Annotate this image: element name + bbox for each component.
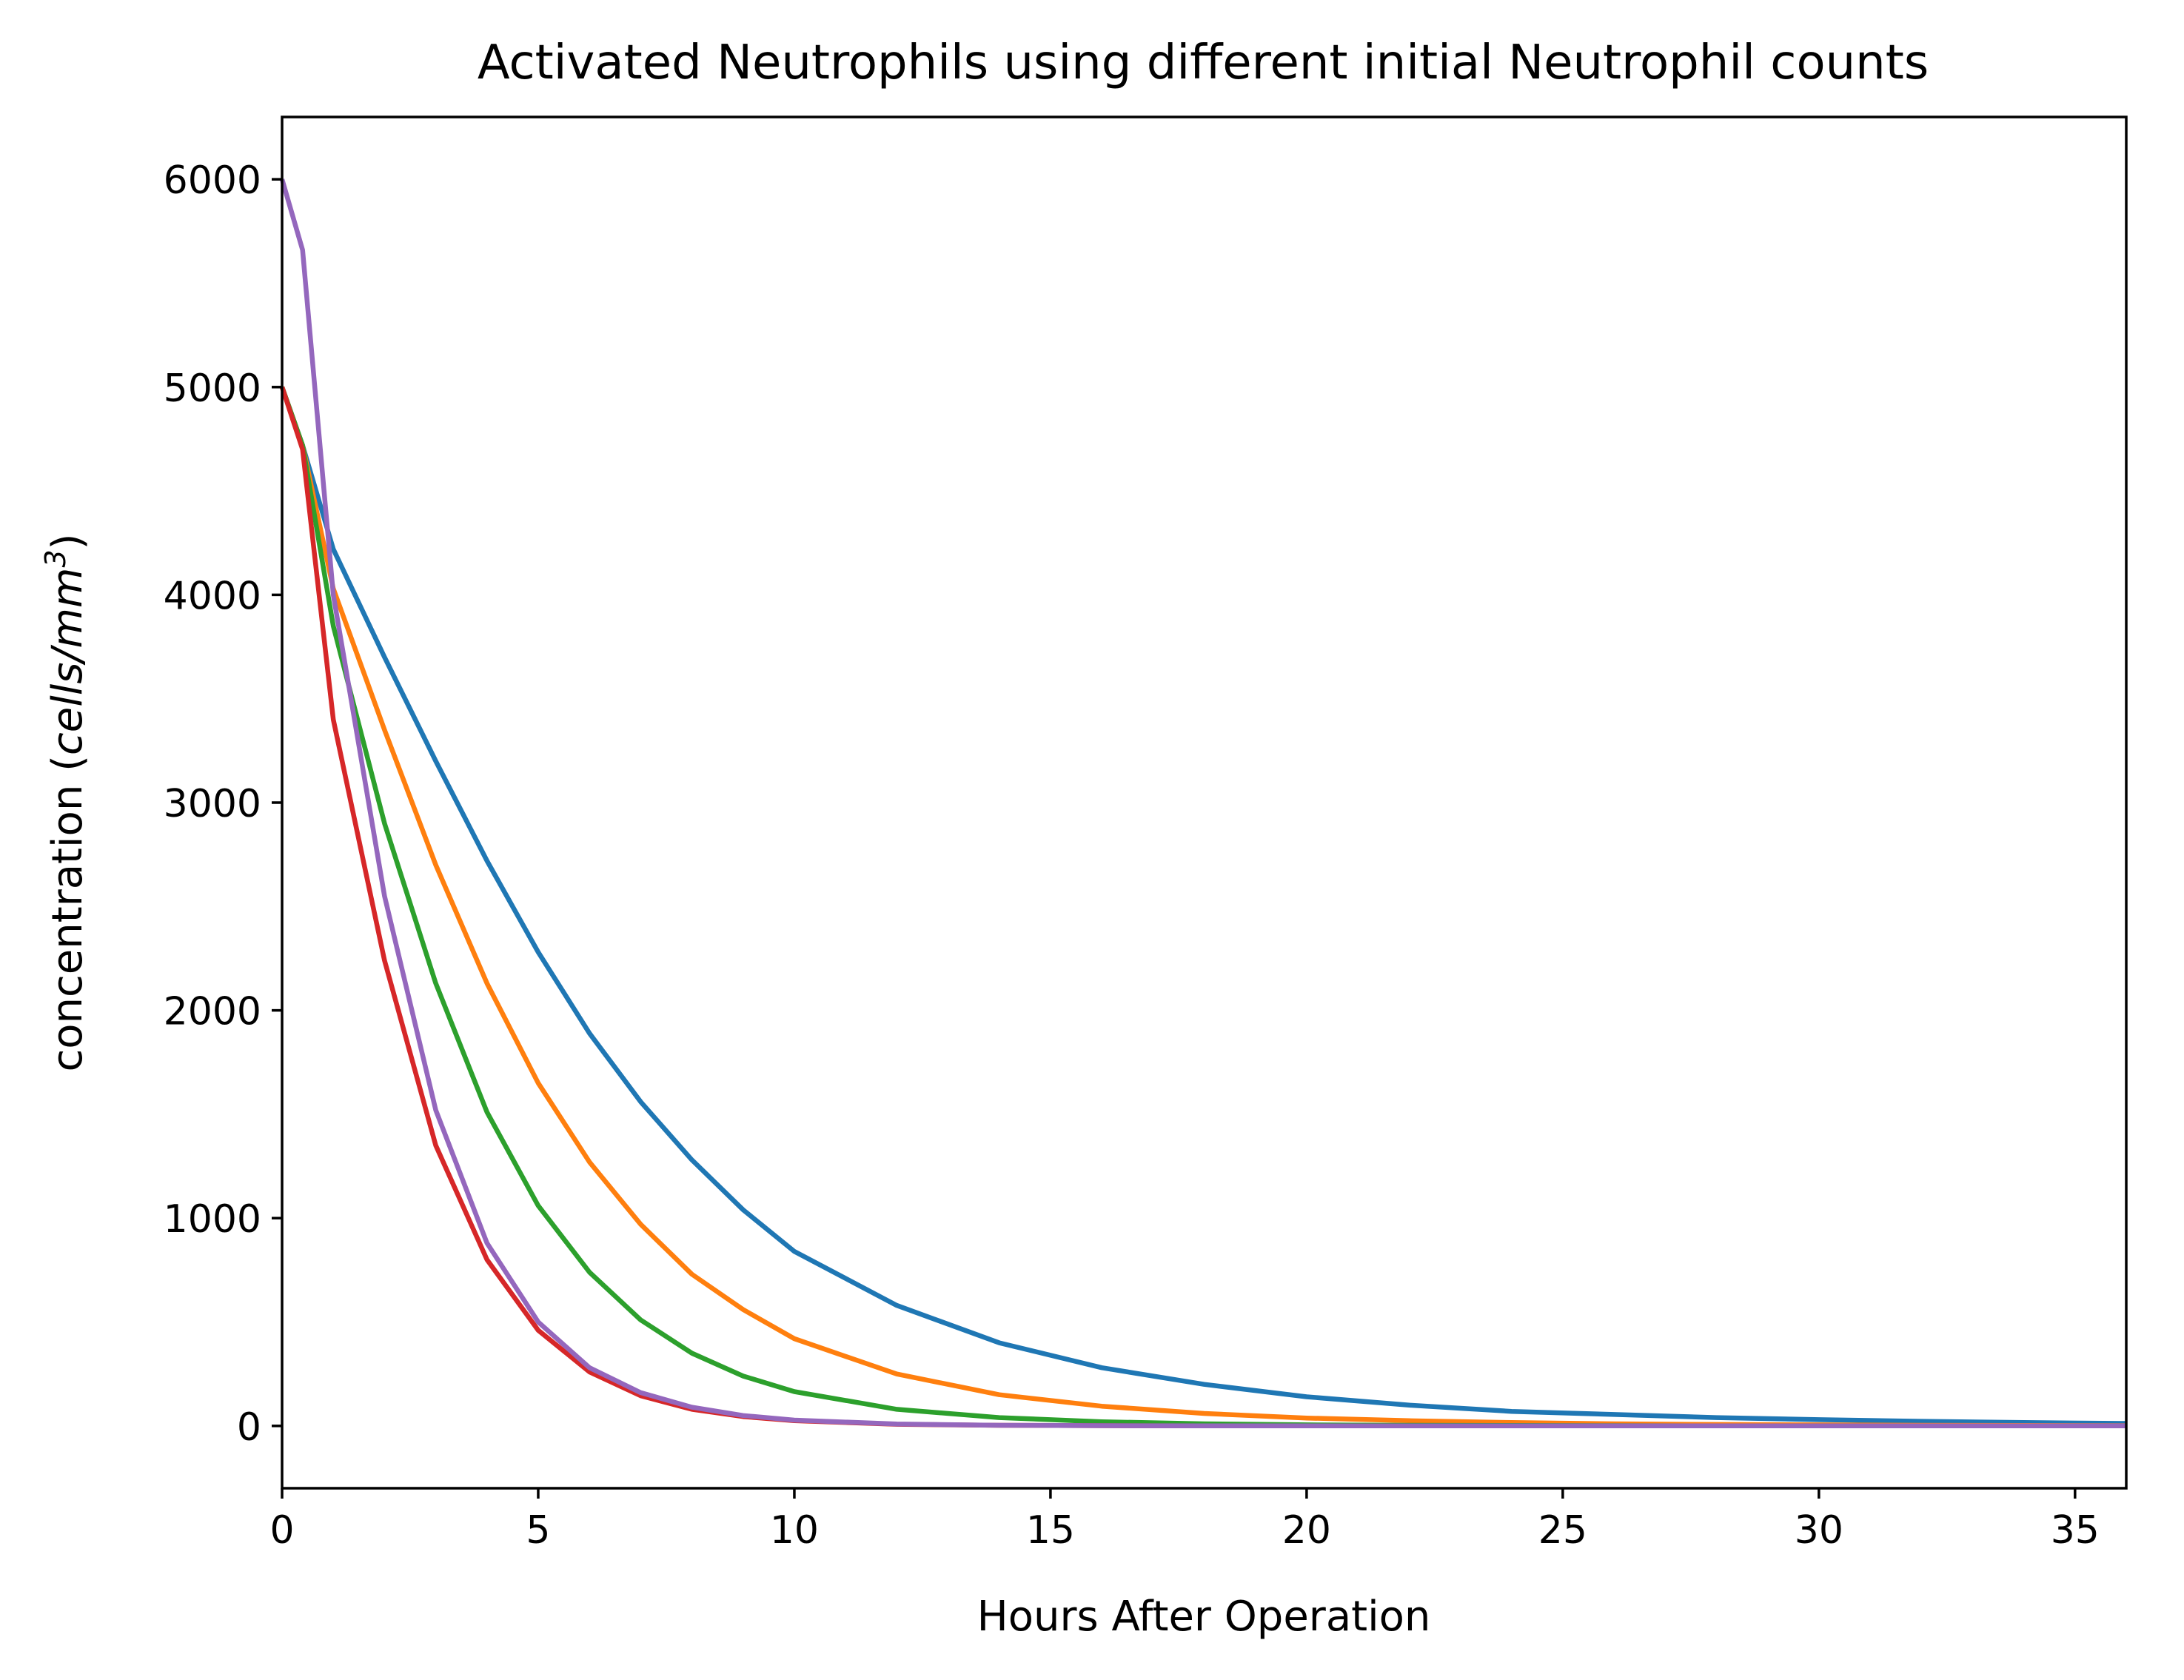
y-axis: 0 1000 2000 3000 4000 5000 6000 bbox=[164, 158, 282, 1450]
y-tick-label: 3000 bbox=[164, 782, 261, 826]
x-tick-label: 20 bbox=[1282, 1508, 1331, 1553]
series-layer bbox=[279, 178, 2127, 1429]
chart-title: Activated Neutrophils using different in… bbox=[478, 36, 1929, 90]
x-axis-label: Hours After Operation bbox=[977, 1593, 1431, 1641]
x-tick-label: 35 bbox=[2051, 1508, 2100, 1553]
x-tick-label: 15 bbox=[1026, 1508, 1075, 1553]
y-axis-label-prefix: concentration ( bbox=[44, 755, 92, 1072]
x-tick-label: 10 bbox=[770, 1508, 819, 1553]
y-axis-label: concentration (cells/mm3) bbox=[39, 533, 92, 1071]
y-tick-label: 4000 bbox=[164, 574, 261, 618]
x-tick-label: 30 bbox=[1795, 1508, 1843, 1553]
y-tick-label: 6000 bbox=[164, 158, 261, 203]
x-tick-label: 25 bbox=[1538, 1508, 1587, 1553]
y-axis-label-suffix: ) bbox=[44, 533, 92, 549]
x-tick-label: 5 bbox=[526, 1508, 550, 1553]
x-axis: 0 5 10 15 20 25 30 35 bbox=[269, 1488, 2100, 1553]
y-axis-label-unit: cells/mm bbox=[44, 568, 92, 756]
series-line-1 bbox=[279, 386, 2127, 1426]
y-tick-label: 2000 bbox=[164, 990, 261, 1034]
y-tick-label: 5000 bbox=[164, 367, 261, 411]
x-tick-label: 0 bbox=[269, 1508, 294, 1553]
series-line-5 bbox=[279, 178, 2126, 1429]
y-axis-label-exponent: 3 bbox=[39, 549, 72, 567]
y-tick-label: 1000 bbox=[164, 1197, 261, 1242]
y-tick-label: 0 bbox=[237, 1405, 261, 1450]
